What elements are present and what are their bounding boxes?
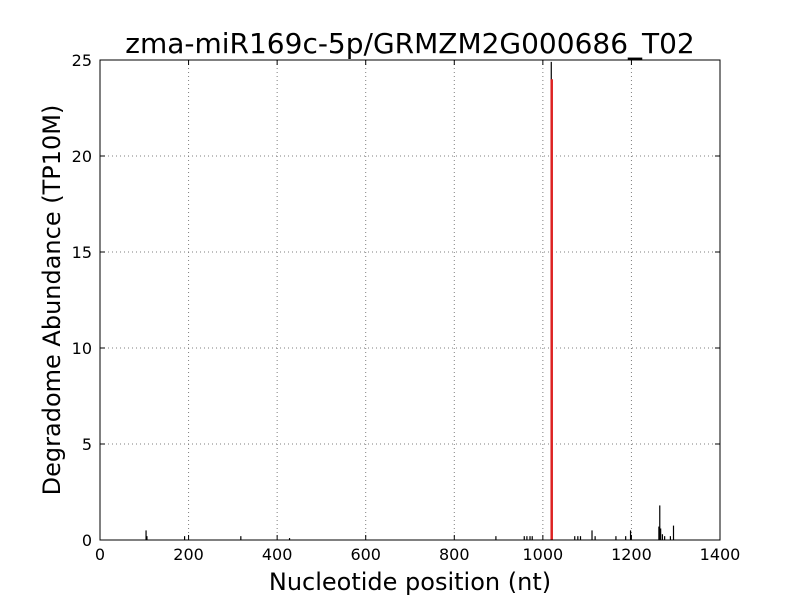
plot-frame <box>99 59 721 541</box>
x-tick-label-0: 0 <box>95 545 105 564</box>
x-tick-label-7: 1400 <box>700 545 741 564</box>
x-tick-label-4: 800 <box>439 545 470 564</box>
axes-layer <box>99 59 721 541</box>
y-tick-label-5: 25 <box>72 51 92 70</box>
grid-layer <box>100 60 720 540</box>
x-axis-title: Nucleotide position (nt) <box>269 568 551 596</box>
x-tick-label-6: 1200 <box>611 545 652 564</box>
ticks-layer: 0 200 400 600 800 1000 1200 1400 0 5 10 15 20 25 <box>72 51 741 564</box>
y-tick-label-0: 0 <box>82 531 92 550</box>
y-tick-label-1: 5 <box>82 435 92 454</box>
x-tick-label-5: 1000 <box>522 545 563 564</box>
x-tick-label-2: 400 <box>262 545 293 564</box>
chart-title: zma-miR169c-5p/GRMZM2G000686_T02 <box>125 27 695 60</box>
y-axis-title: Degradome Abundance (TP10M) <box>38 105 66 496</box>
x-tick-label-1: 200 <box>173 545 204 564</box>
x-tick-label-3: 600 <box>350 545 381 564</box>
y-tick-label-2: 10 <box>72 339 92 358</box>
y-tick-label-3: 15 <box>72 243 92 262</box>
y-tick-label-4: 20 <box>72 147 92 166</box>
